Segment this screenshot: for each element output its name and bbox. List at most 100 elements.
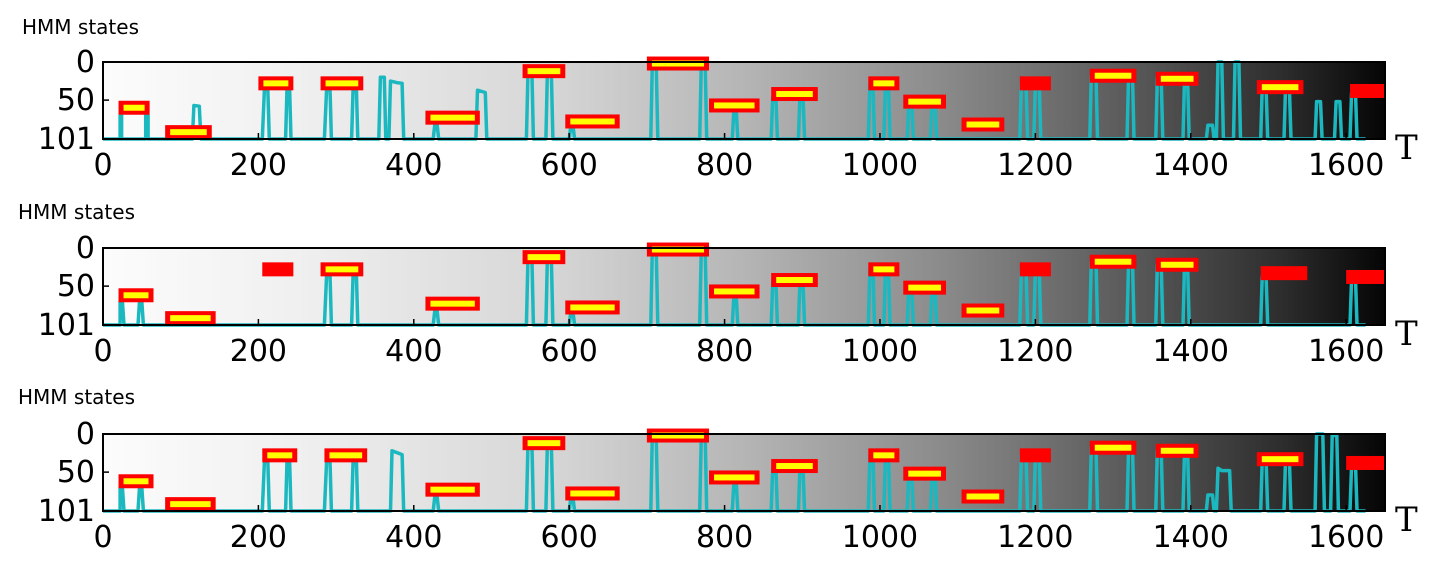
state-box-inner [873, 452, 895, 459]
panel-title: HMM states [18, 200, 135, 224]
state-box-inner [430, 114, 475, 121]
x-axis-label: T [1395, 500, 1418, 540]
state-box-inner [714, 474, 755, 481]
y-tick-label: 101 [38, 122, 95, 157]
y-tick-label: 50 [57, 269, 95, 304]
state-box-inner [430, 486, 475, 493]
state-box-inner [527, 68, 561, 75]
state-box-inner [570, 118, 615, 125]
state-box-inner [1094, 258, 1132, 265]
state-box [1350, 83, 1385, 98]
state-box-inner [1094, 444, 1132, 451]
state-box-inner [1160, 261, 1194, 268]
y-tick-label: 101 [38, 308, 95, 343]
state-box-inner [776, 91, 813, 98]
state-box-inner [527, 440, 561, 447]
x-tick-label: 400 [385, 520, 442, 555]
state-box-inner [527, 254, 561, 261]
state-box-inner [714, 288, 755, 295]
y-tick-label: 101 [38, 494, 95, 529]
y-tick-label: 0 [76, 417, 95, 452]
x-tick-label: 800 [696, 334, 753, 369]
x-tick-label: 0 [93, 148, 112, 183]
x-tick-label: 1400 [1153, 148, 1229, 183]
state-box-inner [123, 478, 149, 485]
panel-title: HMM states [22, 15, 139, 39]
y-tick-label: 0 [76, 231, 95, 266]
state-box [1019, 262, 1051, 277]
state-box-inner [123, 104, 145, 111]
x-tick-label: 200 [230, 520, 287, 555]
state-box-inner [966, 493, 1000, 500]
state-box-inner [1094, 72, 1132, 79]
x-tick-label: 1400 [1153, 520, 1229, 555]
state-box [1260, 266, 1308, 281]
state-box-inner [873, 266, 895, 273]
state-box-inner [776, 277, 813, 284]
x-tick-label: 400 [385, 148, 442, 183]
x-tick-label: 1200 [997, 520, 1073, 555]
state-box-inner [651, 432, 705, 439]
state-box-inner [966, 307, 1000, 314]
x-tick-label: 1200 [997, 334, 1073, 369]
state-box-inner [908, 284, 942, 291]
state-box-inner [1160, 447, 1194, 454]
x-tick-label: 1400 [1153, 334, 1229, 369]
state-box [1346, 455, 1385, 470]
panel-title: HMM states [18, 385, 135, 409]
y-tick-label: 0 [76, 45, 95, 80]
x-tick-label: 1000 [842, 520, 918, 555]
state-box [262, 262, 294, 277]
state-box-inner [651, 60, 705, 67]
x-tick-label: 1000 [842, 334, 918, 369]
state-box-inner [170, 501, 211, 508]
state-box-inner [570, 304, 615, 311]
x-tick-label: 800 [696, 520, 753, 555]
state-box-inner [1160, 75, 1194, 82]
x-tick-label: 600 [541, 520, 598, 555]
state-box-inner [908, 470, 942, 477]
state-box-inner [123, 292, 149, 299]
state-box-inner [263, 80, 289, 87]
x-tick-label: 1600 [1308, 334, 1384, 369]
x-tick-label: 1000 [842, 148, 918, 183]
x-tick-label: 200 [230, 334, 287, 369]
x-tick-label: 1200 [997, 148, 1073, 183]
state-box [1019, 448, 1051, 463]
state-box-inner [325, 80, 359, 87]
state-box-inner [714, 102, 755, 109]
state-box-inner [170, 315, 211, 322]
state-box-inner [430, 300, 475, 307]
state-box-inner [1261, 456, 1299, 463]
x-axis-label: T [1395, 128, 1418, 168]
x-axis-label: T [1395, 314, 1418, 354]
state-box [1019, 76, 1051, 91]
state-box-inner [170, 129, 207, 136]
x-tick-label: 400 [385, 334, 442, 369]
state-box-inner [651, 246, 705, 253]
y-tick-label: 50 [57, 83, 95, 118]
x-tick-label: 1600 [1308, 520, 1384, 555]
state-box-inner [1261, 84, 1299, 91]
state-box-inner [776, 463, 813, 470]
x-tick-label: 600 [541, 334, 598, 369]
x-tick-label: 0 [93, 334, 112, 369]
state-box [1346, 269, 1385, 284]
x-tick-label: 600 [541, 148, 598, 183]
x-tick-label: 800 [696, 148, 753, 183]
state-box-inner [267, 452, 293, 459]
state-box-inner [908, 98, 942, 105]
x-tick-label: 0 [93, 520, 112, 555]
state-box-inner [966, 121, 1000, 128]
x-tick-label: 200 [230, 148, 287, 183]
y-tick-label: 50 [57, 455, 95, 490]
state-box-inner [329, 452, 363, 459]
x-tick-label: 1600 [1308, 148, 1384, 183]
state-box-inner [570, 490, 615, 497]
state-box-inner [873, 80, 895, 87]
state-box-inner [325, 266, 359, 273]
